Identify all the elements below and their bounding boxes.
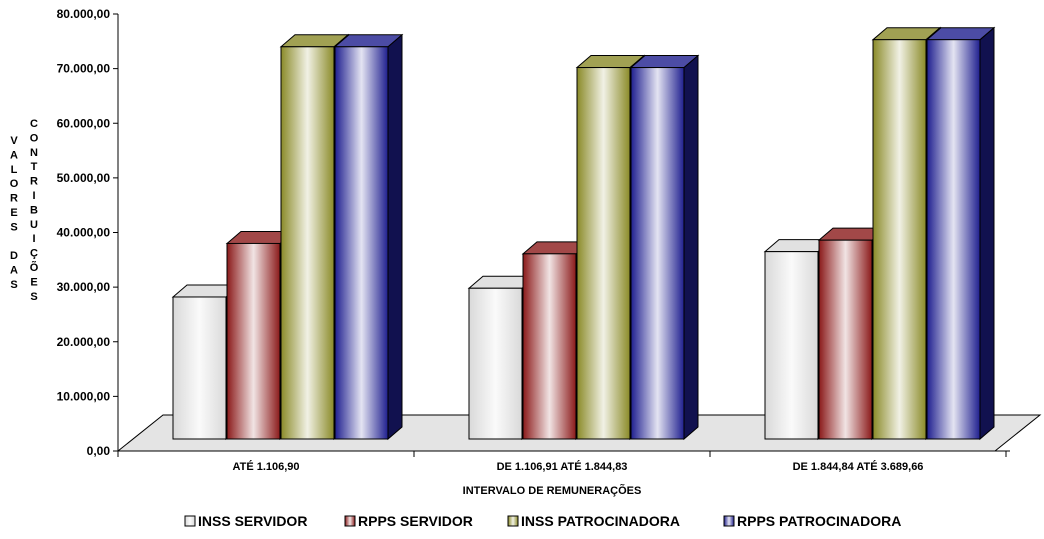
y-tick-label: 30.000,00 (57, 280, 111, 294)
x-axis-title: INTERVALO DE REMUNERAÇÕES (463, 484, 642, 497)
y-title-letter: A (10, 149, 18, 161)
y-title-letter: I (32, 233, 35, 245)
y-title-letter: R (30, 176, 38, 188)
legend-swatch (184, 515, 196, 527)
y-title-letter: R (10, 193, 18, 205)
y-title-letter: I (32, 190, 35, 202)
bar (925, 26, 996, 441)
y-tick-label: 20.000,00 (57, 335, 111, 349)
legend-item: INSS SERVIDOR (184, 513, 307, 529)
category-label: DE 1.844,84 ATÉ 3.689,66 (793, 460, 924, 473)
y-title-letter: E (30, 276, 37, 288)
y-title-letter: E (10, 207, 17, 219)
y-title-letter: Ç (30, 248, 38, 260)
y-tick-label: 40.000,00 (57, 226, 111, 240)
y-title-letter: D (10, 250, 18, 262)
y-title-letter: S (30, 291, 37, 303)
y-title-letter: V (10, 135, 18, 147)
y-title-letter: A (10, 265, 18, 277)
category-label: ATÉ 1.106,90 (232, 460, 299, 473)
legend-swatch (344, 515, 356, 527)
y-tick-label: 70.000,00 (57, 62, 111, 76)
y-tick-label: 10.000,00 (57, 389, 111, 403)
category-label: DE 1.106,91 ATÉ 1.844,83 (497, 460, 628, 473)
y-title-letter: O (10, 178, 19, 190)
y-title-letter: O (30, 132, 39, 144)
y-title-letter: S (10, 221, 17, 233)
y-tick-label: 80.000,00 (57, 7, 111, 21)
bar (333, 33, 404, 441)
bars (171, 26, 996, 441)
legend: INSS SERVIDOR RPPS SERVIDOR INSS PATROCINA… (184, 513, 901, 529)
legend-label: RPPS SERVIDOR (358, 513, 473, 529)
y-title-letter: U (30, 219, 38, 231)
legend-swatch (723, 515, 735, 527)
y-title-letter: B (30, 204, 38, 216)
y-tick-label: 60.000,00 (57, 116, 111, 130)
y-title-letter: L (11, 164, 18, 176)
y-tick-label: 50.000,00 (57, 171, 111, 185)
y-tick-label: 0,00 (87, 444, 111, 458)
legend-item: INSS PATROCINADORA (507, 513, 680, 529)
y-title-letter: N (30, 147, 38, 159)
legend-label: INSS SERVIDOR (198, 513, 307, 529)
bar (629, 54, 700, 441)
legend-label: INSS PATROCINADORA (521, 513, 680, 529)
category-labels: ATÉ 1.106,90 DE 1.106,91 ATÉ 1.844,83 DE 1… (232, 460, 923, 473)
y-title-letter: T (31, 161, 38, 173)
legend-swatch (507, 515, 519, 527)
y-title-letter: C (30, 118, 38, 130)
y-axis-ticks: 0,00 10.000,00 20.000,00 30.000,00 40.000,00… (57, 7, 118, 458)
legend-item: RPPS SERVIDOR (344, 513, 473, 529)
y-title-letter: Õ (30, 261, 39, 274)
legend-item: RPPS PATROCINADORA (723, 513, 901, 529)
y-title-letter: S (10, 279, 17, 291)
legend-label: RPPS PATROCINADORA (737, 513, 901, 529)
